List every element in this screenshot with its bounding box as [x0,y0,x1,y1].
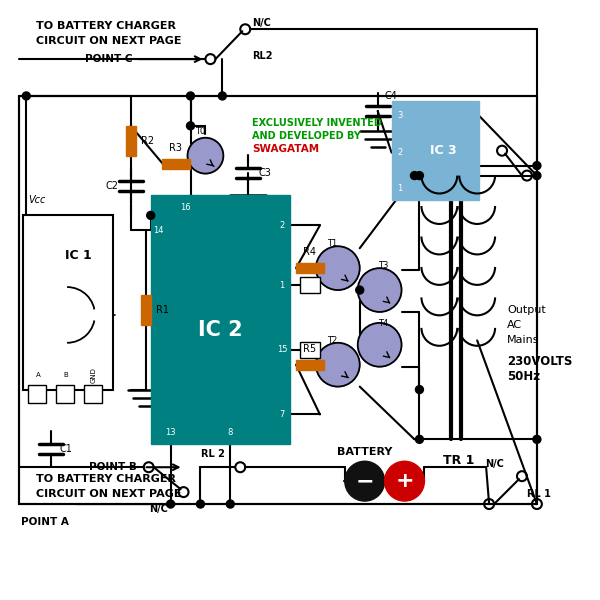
Text: TR 1: TR 1 [443,454,474,467]
Text: EXCLUSIVELY INVENTED: EXCLUSIVELY INVENTED [252,118,382,128]
Circle shape [226,500,235,508]
Text: TO BATTERY CHARGER: TO BATTERY CHARGER [36,21,176,31]
Text: T0: T0 [196,127,206,136]
Circle shape [218,92,226,100]
Circle shape [196,500,205,508]
Text: 230VOLTS: 230VOLTS [507,355,572,368]
Circle shape [533,161,541,170]
Circle shape [345,461,385,501]
Text: IC 3: IC 3 [430,144,457,157]
Text: TO BATTERY CHARGER: TO BATTERY CHARGER [36,474,176,484]
Text: T4: T4 [377,319,388,328]
Text: T3: T3 [377,261,388,270]
Text: N/C: N/C [252,18,271,28]
Text: Output: Output [507,305,546,315]
Circle shape [187,122,194,130]
Text: 13: 13 [165,428,176,437]
Circle shape [410,172,418,179]
Circle shape [91,310,101,320]
Text: 15: 15 [277,345,287,354]
Text: CIRCUIT ON NEXT PAGE: CIRCUIT ON NEXT PAGE [36,36,182,46]
Bar [56,385,74,403]
Text: C1: C1 [59,445,72,454]
Text: RL2: RL2 [252,51,273,61]
Circle shape [316,246,360,290]
Bar [28,385,46,403]
Circle shape [415,436,424,443]
Text: POINT A: POINT A [21,517,69,527]
Text: IC 2: IC 2 [198,320,242,340]
Bar [296,360,324,370]
Circle shape [187,92,194,100]
Circle shape [167,500,175,508]
Text: IC 1: IC 1 [65,249,91,262]
Text: Vcc: Vcc [28,196,46,205]
Circle shape [356,286,364,294]
Text: 50Hz: 50Hz [507,370,540,383]
Bar [300,342,320,358]
Bar [296,263,324,273]
Text: 2: 2 [280,221,285,230]
Text: BATTERY: BATTERY [337,447,392,457]
Text: 16: 16 [180,203,191,212]
Circle shape [415,172,424,179]
Circle shape [358,268,401,312]
Bar [126,126,136,155]
Text: 3: 3 [398,112,403,121]
Bar [141,295,151,325]
Text: C4: C4 [385,91,397,101]
Text: POINT C: POINT C [85,54,133,64]
Text: R3: R3 [169,143,182,152]
Text: CIRCUIT ON NEXT PAGE: CIRCUIT ON NEXT PAGE [36,489,182,499]
Text: −: − [355,471,374,491]
Bar [151,196,290,445]
Text: 2: 2 [398,148,403,157]
Bar [23,215,113,389]
Text: RL 2: RL 2 [202,449,226,459]
Text: AND DEVELOPED BY: AND DEVELOPED BY [252,131,361,141]
Text: GND: GND [91,367,97,383]
Text: C3: C3 [258,167,271,178]
Text: SWAGATAM: SWAGATAM [252,144,319,154]
Text: 8: 8 [227,428,233,437]
Text: T1: T1 [327,239,337,248]
Text: AC: AC [507,320,522,330]
Circle shape [415,386,424,394]
Circle shape [533,436,541,443]
Text: 1: 1 [280,281,285,290]
Circle shape [385,461,424,501]
Circle shape [358,323,401,367]
Text: 1: 1 [398,184,403,193]
Bar [84,385,102,403]
Bar [300,277,320,293]
Text: R5: R5 [304,344,317,354]
Text: R1: R1 [155,305,169,315]
Circle shape [316,343,360,386]
Text: B: B [64,371,68,377]
Bar [392,101,479,200]
Bar [19,96,537,504]
Text: N/C: N/C [485,459,503,469]
Text: POINT B: POINT B [89,462,137,472]
Text: A: A [36,371,41,377]
Text: C2: C2 [106,181,119,191]
Circle shape [188,138,223,173]
Circle shape [147,211,155,220]
Text: Mains: Mains [507,335,539,345]
Text: T2: T2 [327,336,337,345]
Text: 14: 14 [154,226,164,235]
Text: 7: 7 [280,410,285,419]
Text: R2: R2 [141,136,154,146]
Text: R4: R4 [304,247,316,257]
Circle shape [533,172,541,179]
Bar [161,158,190,169]
Circle shape [22,92,30,100]
Text: N/C: N/C [149,504,168,514]
Text: RL 1: RL 1 [527,489,551,499]
Text: +: + [395,471,414,491]
